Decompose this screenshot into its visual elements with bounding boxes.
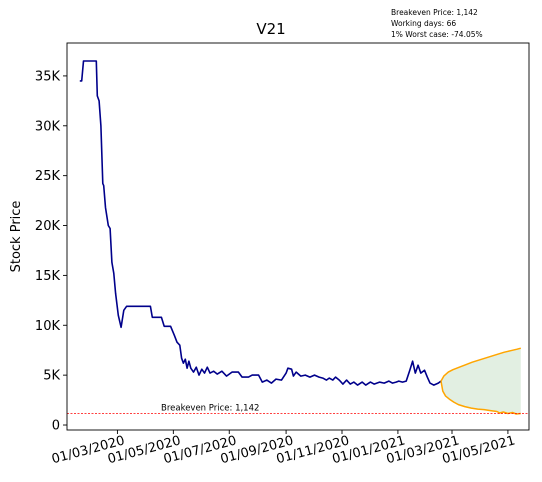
y-tick-label-1: 5K (43, 369, 60, 384)
chart-title: V21 (256, 20, 286, 38)
projection-band (441, 348, 521, 414)
annotation-worst-case: 1% Worst case: -74.05% (391, 30, 483, 39)
y-tick-label-3: 15K (35, 269, 61, 284)
y-axis-label: Stock Price (9, 201, 24, 273)
breakeven-label: Breakeven Price: 1,142 (161, 404, 259, 414)
annotation-working-days: Working days: 66 (391, 19, 457, 28)
y-tick-label-5: 25K (35, 169, 61, 184)
plot-frame (66, 42, 530, 431)
y-tick-label-7: 35K (35, 69, 61, 84)
price-series-line (79, 60, 442, 386)
y-tick-label-6: 30K (35, 119, 61, 134)
y-tick-label-0: 0 (52, 419, 60, 434)
y-tick-label-4: 20K (35, 219, 61, 234)
annotation-breakeven: Breakeven Price: 1,142 (391, 8, 478, 17)
projection-upper-line (440, 347, 521, 382)
y-tick-label-2: 10K (35, 319, 61, 334)
